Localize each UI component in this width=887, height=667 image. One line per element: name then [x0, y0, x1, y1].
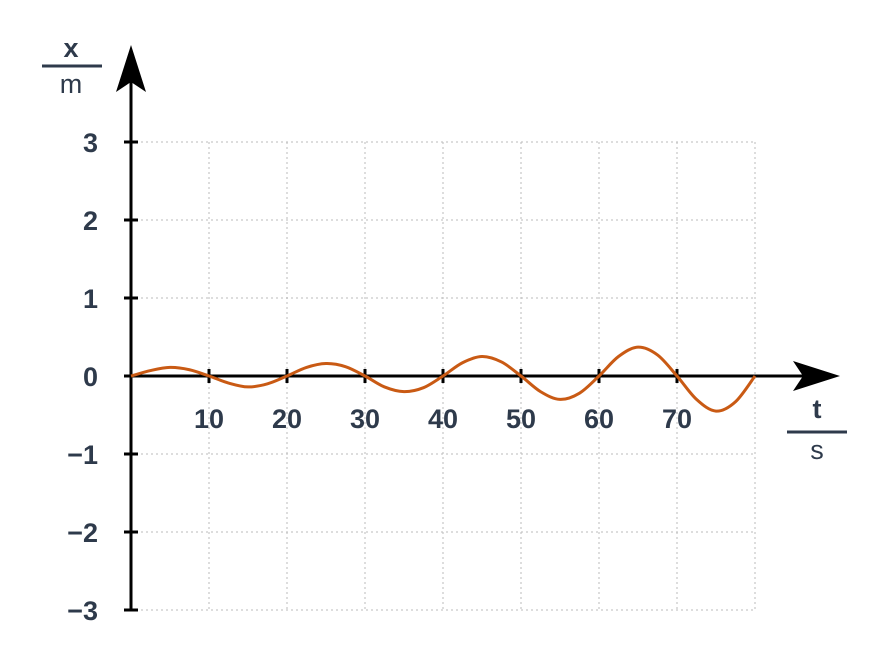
x-axis-unit: s [810, 435, 824, 465]
y-tick-label: 3 [83, 128, 98, 158]
x-tick-label: 30 [350, 404, 380, 434]
data-line [130, 345, 757, 413]
x-axis-label: t [813, 394, 822, 424]
x-tick-label: 50 [506, 404, 536, 434]
y-tick-label: −1 [67, 440, 98, 470]
x-tick-label: 40 [428, 404, 458, 434]
y-axis-label: x [63, 33, 78, 63]
x-tick-label: 60 [584, 404, 614, 434]
y-tick-label: 1 [83, 284, 98, 314]
x-axis-arrow [793, 361, 840, 391]
y-axis-unit: m [60, 69, 83, 99]
y-axis-arrow [116, 45, 146, 92]
y-tick-label: 2 [83, 206, 98, 236]
y-tick-label: −3 [67, 596, 98, 626]
y-tick-label: −2 [67, 518, 98, 548]
x-tick-label: 20 [272, 404, 302, 434]
y-tick-label: 0 [83, 362, 98, 392]
x-tick-label: 10 [194, 404, 224, 434]
x-tick-label: 70 [662, 404, 692, 434]
